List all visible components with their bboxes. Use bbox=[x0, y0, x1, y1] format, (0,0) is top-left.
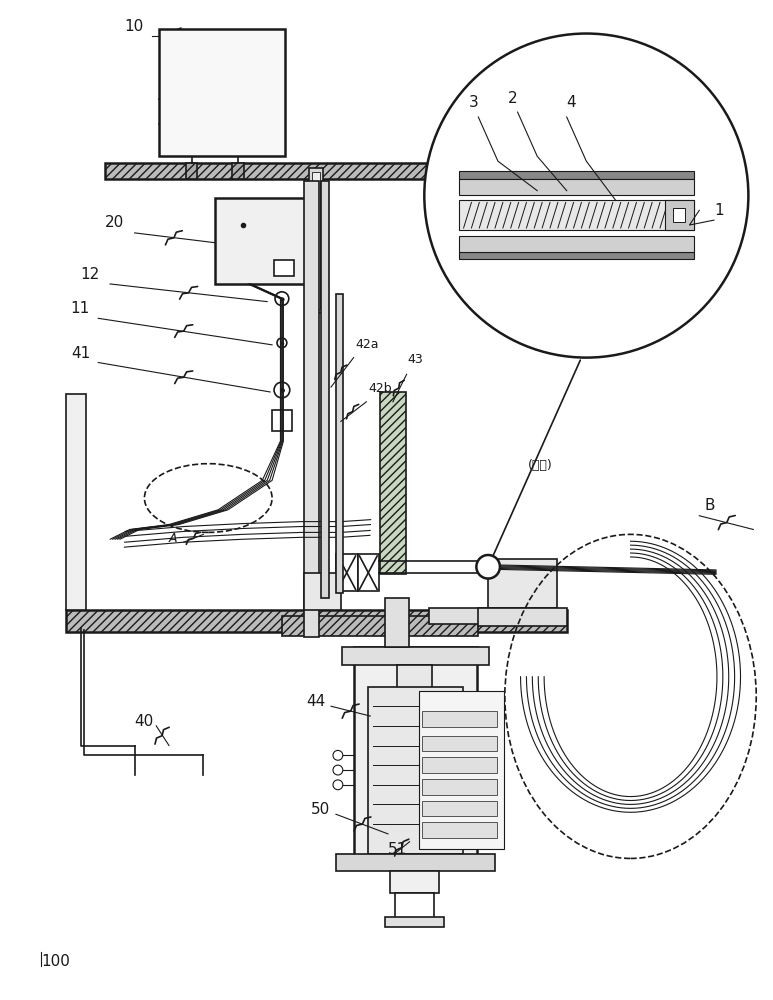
Bar bbox=[458, 171, 694, 179]
Bar bbox=[422, 779, 497, 795]
Bar bbox=[422, 736, 497, 751]
Text: 4: 4 bbox=[567, 95, 577, 110]
Bar bbox=[380, 392, 406, 574]
Bar bbox=[429, 608, 557, 624]
Bar bbox=[215, 198, 309, 284]
Text: 43: 43 bbox=[407, 353, 424, 366]
Text: 41: 41 bbox=[71, 346, 90, 361]
Bar bbox=[322, 181, 329, 598]
Bar bbox=[309, 168, 323, 313]
Bar bbox=[673, 208, 685, 222]
Bar bbox=[420, 691, 504, 849]
Circle shape bbox=[424, 34, 748, 358]
Bar bbox=[385, 917, 444, 927]
Text: B: B bbox=[704, 498, 715, 513]
Bar bbox=[458, 252, 694, 259]
Bar bbox=[336, 854, 495, 871]
Bar bbox=[282, 616, 478, 636]
Text: 42b: 42b bbox=[368, 382, 392, 395]
Bar bbox=[422, 801, 497, 816]
Bar bbox=[105, 163, 557, 179]
Bar bbox=[179, 71, 246, 121]
Bar bbox=[304, 181, 319, 637]
Bar bbox=[488, 559, 557, 608]
Bar bbox=[274, 260, 294, 276]
Bar bbox=[397, 665, 432, 689]
Text: 20: 20 bbox=[105, 215, 124, 230]
Bar bbox=[405, 689, 424, 698]
Bar bbox=[422, 822, 497, 838]
Text: (放大): (放大) bbox=[527, 459, 552, 472]
Text: 51: 51 bbox=[388, 842, 407, 857]
Bar bbox=[342, 647, 489, 665]
Bar bbox=[458, 236, 694, 252]
Text: 1: 1 bbox=[714, 203, 724, 218]
Bar bbox=[478, 608, 567, 626]
Circle shape bbox=[274, 382, 290, 398]
Bar bbox=[390, 871, 439, 893]
Bar bbox=[368, 687, 462, 854]
Text: 100: 100 bbox=[41, 954, 70, 969]
Text: 12: 12 bbox=[80, 267, 100, 282]
Bar bbox=[665, 200, 694, 230]
Bar bbox=[312, 172, 320, 309]
Circle shape bbox=[476, 555, 500, 579]
Circle shape bbox=[277, 338, 287, 348]
Bar bbox=[395, 893, 434, 918]
Bar bbox=[385, 598, 409, 647]
Bar bbox=[458, 200, 694, 230]
Text: 11: 11 bbox=[71, 301, 90, 316]
Text: 50: 50 bbox=[312, 802, 331, 817]
Bar bbox=[353, 647, 478, 863]
Bar bbox=[272, 410, 291, 431]
Bar bbox=[66, 394, 86, 610]
Bar bbox=[358, 554, 379, 591]
Bar bbox=[159, 29, 285, 156]
Bar bbox=[422, 711, 497, 727]
Circle shape bbox=[275, 292, 289, 306]
Text: 40: 40 bbox=[135, 714, 154, 729]
Text: 42a: 42a bbox=[356, 338, 379, 351]
Bar bbox=[422, 757, 497, 773]
Text: 44: 44 bbox=[306, 694, 325, 709]
Bar bbox=[66, 610, 567, 632]
Bar bbox=[458, 179, 694, 195]
Text: A: A bbox=[169, 532, 178, 545]
Text: 3: 3 bbox=[468, 95, 478, 110]
Bar bbox=[336, 294, 342, 593]
Text: 2: 2 bbox=[508, 91, 517, 106]
Bar bbox=[232, 163, 243, 179]
Text: 10: 10 bbox=[124, 19, 144, 34]
Bar bbox=[304, 573, 341, 610]
Bar bbox=[186, 163, 197, 179]
Bar bbox=[336, 554, 358, 591]
Bar bbox=[186, 127, 218, 148]
